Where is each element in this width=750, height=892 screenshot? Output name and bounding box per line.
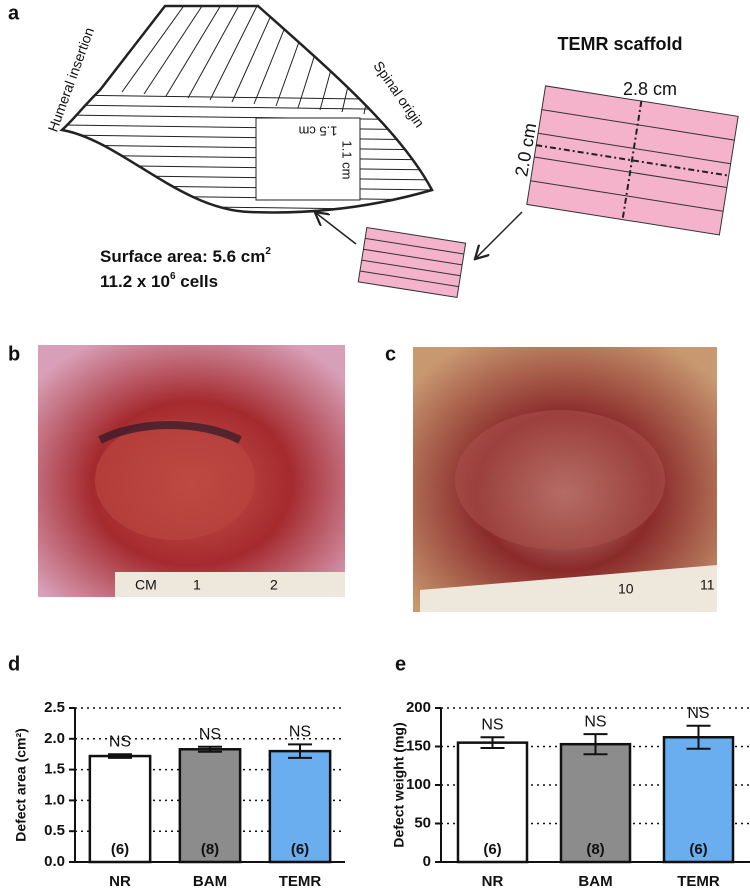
ruler-text: 2 — [270, 577, 278, 593]
hatch-line — [165, 6, 225, 97]
y-tick-label: 0.5 — [44, 822, 65, 839]
y-tick-label: 1.0 — [44, 791, 65, 808]
y-tick-label: 200 — [406, 699, 431, 716]
panel-label: b — [8, 343, 20, 365]
hatch-line — [275, 6, 315, 107]
ruler-text: 1 — [193, 577, 201, 593]
hatch-line — [231, 6, 279, 103]
hatch-line — [62, 154, 432, 161]
n-label: (8) — [586, 841, 604, 858]
arrow — [316, 213, 357, 245]
defect-region — [255, 117, 361, 201]
panel-label: a — [8, 2, 20, 24]
scaffold-dim: 2.8 cm — [623, 79, 677, 99]
annotation: NS — [687, 705, 709, 722]
ruler — [115, 572, 345, 597]
bar — [662, 736, 735, 864]
hatch-line — [253, 6, 297, 105]
hatch-line — [62, 184, 432, 191]
cells-suffix: cells — [176, 272, 219, 291]
muscle-hatching — [62, 6, 432, 211]
panel-label: d — [8, 653, 20, 675]
hatch-line — [121, 6, 189, 93]
panel-label: e — [395, 653, 406, 675]
superscript: 2 — [265, 246, 271, 257]
hatch-line — [62, 94, 432, 101]
y-axis-label: Defect area (cm²) — [13, 728, 29, 842]
y-tick-label: 150 — [406, 737, 431, 754]
x-tick-label: TEMR — [677, 873, 720, 890]
n-label: (6) — [689, 841, 707, 858]
n-label: (8) — [201, 841, 219, 858]
y-tick-label: 0.0 — [44, 853, 65, 870]
ruler-text: 10 — [618, 581, 634, 597]
scaffold-small — [357, 226, 467, 299]
hatch-line — [187, 6, 243, 99]
annotation: NS — [289, 724, 311, 741]
scaffold-large — [526, 85, 739, 236]
surface-area-text: Surface area: 5.6 cm — [100, 247, 265, 266]
y-tick-label: 0 — [423, 853, 431, 870]
hatch-line — [62, 104, 432, 111]
hatch-line — [62, 134, 432, 141]
annotation: NS — [199, 726, 221, 743]
x-tick-label: NR — [109, 873, 131, 890]
annotation: NS — [584, 713, 606, 730]
hatch-line — [297, 6, 333, 109]
hatch-line — [143, 6, 207, 95]
annotation: NS — [481, 716, 503, 733]
y-tick-label: 1.5 — [44, 761, 65, 778]
n-label: (6) — [483, 841, 501, 858]
ruler-text: CM — [135, 577, 157, 593]
arrow — [476, 211, 523, 258]
photo-detail — [95, 420, 255, 540]
bar — [456, 741, 529, 864]
hatch-line — [62, 144, 432, 151]
x-tick-label: NR — [482, 873, 504, 890]
photo-detail — [455, 410, 665, 550]
x-tick-label: BAM — [578, 873, 612, 890]
defect-dim: 1.5 cm — [298, 124, 337, 139]
y-axis-label: Defect weight (mg) — [391, 722, 407, 847]
ruler — [420, 565, 717, 612]
panel-label: c — [385, 343, 396, 365]
n-label: (6) — [291, 841, 309, 858]
y-tick-label: 50 — [414, 814, 431, 831]
cells-text: 11.2 x 10 — [100, 272, 170, 291]
hatch-line — [62, 124, 432, 131]
annotation: NS — [109, 733, 131, 750]
hatch-line — [62, 114, 432, 121]
scaffold-title: TEMR scaffold — [557, 34, 682, 54]
hatch-line — [319, 6, 351, 111]
bar — [268, 749, 332, 864]
hatch-line — [62, 174, 432, 181]
y-tick-label: 100 — [406, 776, 431, 793]
hatch-line — [209, 6, 261, 101]
bar — [88, 754, 152, 864]
x-tick-label: BAM — [193, 873, 227, 890]
ruler-text: 11 — [700, 577, 715, 593]
cells: 11.2 x 106 cells — [100, 271, 218, 292]
hatch-line — [363, 6, 387, 115]
muscle-label: Humeral insertion — [45, 25, 98, 134]
defect-dim: 1.1 cm — [340, 140, 355, 179]
n-label: (6) — [111, 841, 129, 858]
hatch-line — [62, 164, 432, 171]
muscle-outline — [59, 4, 434, 214]
x-tick-label: TEMR — [279, 873, 322, 890]
y-tick-label: 2.0 — [44, 730, 65, 747]
y-tick-label: 2.5 — [44, 699, 65, 716]
superscript: 6 — [170, 271, 176, 282]
hatch-line — [62, 204, 432, 211]
surface-area: Surface area: 5.6 cm2 — [100, 246, 271, 267]
hatch-line — [62, 194, 432, 201]
